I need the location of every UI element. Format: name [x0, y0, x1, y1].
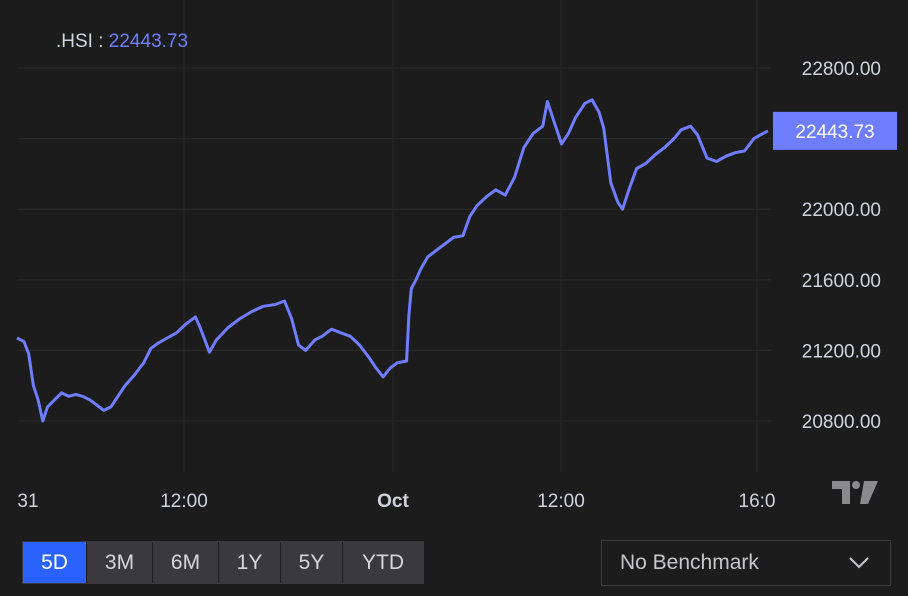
last-price-label: 22443.73	[795, 122, 874, 143]
range-ytd-button[interactable]: YTD	[343, 542, 423, 583]
range-6m-button[interactable]: 6M	[153, 542, 219, 583]
x-tick-label: 16:0	[739, 491, 776, 512]
range-3m-button[interactable]: 3M	[87, 542, 153, 583]
x-tick-label: 12:00	[160, 491, 208, 512]
chart-area[interactable]: 20800.0021200.0021600.0022000.0022400.00…	[0, 0, 908, 530]
range-selector: 5D 3M 6M 1Y 5Y YTD	[22, 541, 424, 584]
legend-value: 22443.73	[108, 31, 189, 52]
x-tick-label: 12:00	[537, 491, 585, 512]
chart-legend: .HSI : 22443.73	[56, 31, 188, 53]
y-tick-label: 22000.00	[802, 200, 881, 221]
x-tick-label: Oct	[377, 491, 409, 512]
benchmark-label: No Benchmark	[620, 551, 759, 574]
y-tick-label: 22800.00	[802, 59, 881, 80]
last-price-tag	[773, 111, 897, 150]
legend-symbol: .HSI :	[56, 31, 104, 52]
y-tick-label: 20800.00	[802, 412, 881, 433]
y-tick-label: 21200.00	[802, 341, 881, 362]
x-tick-label: 31	[17, 491, 38, 512]
price-line	[16, 98, 769, 423]
price-chart[interactable]: 20800.0021200.0021600.0022000.0022400.00…	[0, 0, 908, 530]
range-1y-button[interactable]: 1Y	[219, 542, 281, 583]
benchmark-dropdown[interactable]: No Benchmark	[601, 540, 891, 586]
range-5d-button[interactable]: 5D	[23, 542, 87, 583]
range-5y-button[interactable]: 5Y	[281, 542, 343, 583]
tradingview-logo[interactable]	[832, 477, 878, 505]
y-tick-label: 21600.00	[802, 271, 881, 292]
chevron-down-icon	[849, 557, 869, 569]
